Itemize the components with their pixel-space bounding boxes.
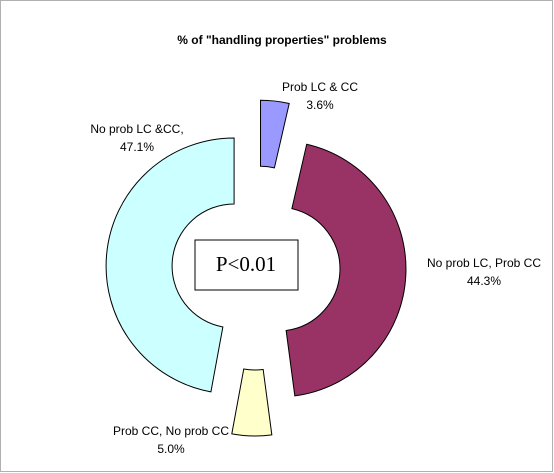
donut-slice: [260, 99, 290, 169]
donut-slice: [105, 137, 235, 393]
slice-label: No prob LC &CC,: [90, 122, 183, 136]
slice-value-label: 47.1%: [120, 140, 154, 154]
donut-slice: [285, 143, 407, 397]
slice-value-label: 44.3%: [467, 274, 501, 288]
slice-value-label: 5.0%: [157, 442, 185, 456]
slice-label: No prob LC, Prob CC: [427, 256, 541, 270]
slice-label: Prob CC, No prob CC: [113, 424, 229, 438]
donut-slice: [231, 368, 273, 437]
chart-title: % of "handling properties" problems: [177, 33, 387, 47]
slice-label: Prob LC & CC: [282, 80, 358, 94]
slice-value-label: 3.6%: [306, 98, 334, 112]
annotation-box: [194, 239, 299, 291]
annotation: P<0.01: [216, 252, 276, 276]
